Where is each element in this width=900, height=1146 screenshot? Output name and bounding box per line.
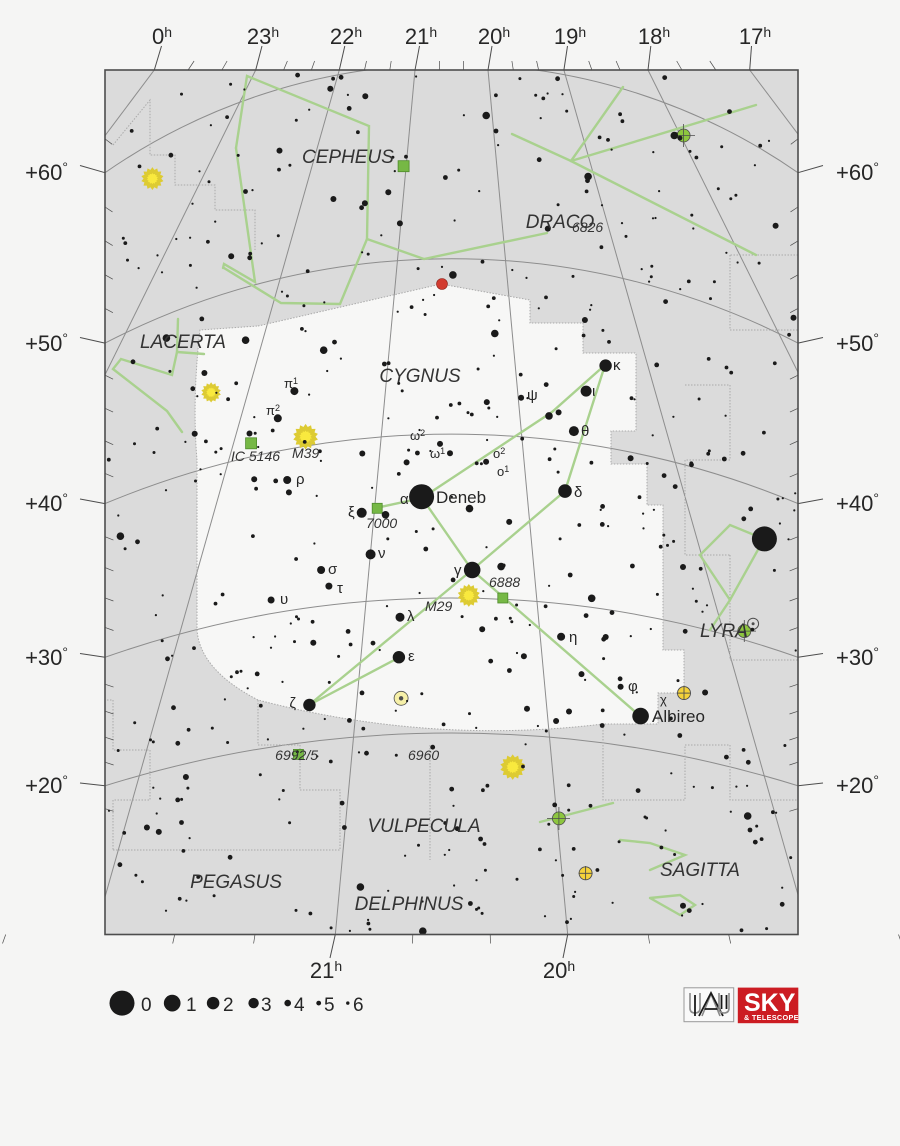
svg-text:5: 5 bbox=[324, 995, 335, 1016]
svg-text:23h: 23h bbox=[247, 24, 279, 49]
svg-text:DELPHINUS: DELPHINUS bbox=[355, 894, 464, 915]
svg-text:λ: λ bbox=[407, 608, 415, 625]
svg-text:6888: 6888 bbox=[489, 574, 520, 590]
svg-text:+30°: +30° bbox=[25, 644, 68, 670]
svg-text:+50°: +50° bbox=[836, 330, 879, 356]
svg-text:6992/5: 6992/5 bbox=[275, 747, 318, 763]
svg-text:κ: κ bbox=[613, 357, 621, 374]
svg-text:M29: M29 bbox=[425, 598, 452, 614]
svg-text:+60°: +60° bbox=[836, 159, 879, 185]
svg-text:+20°: +20° bbox=[25, 772, 68, 798]
svg-text:2: 2 bbox=[223, 995, 234, 1016]
svg-text:SAGITTA: SAGITTA bbox=[660, 860, 740, 881]
svg-text:η: η bbox=[569, 629, 577, 646]
svg-text:4: 4 bbox=[294, 995, 305, 1016]
svg-text:CYGNUS: CYGNUS bbox=[379, 366, 461, 387]
svg-text:19h: 19h bbox=[554, 24, 586, 49]
svg-text:τ: τ bbox=[337, 580, 343, 597]
svg-text:φ: φ bbox=[628, 678, 638, 695]
svg-text:21h: 21h bbox=[405, 24, 437, 49]
svg-text:Deneb: Deneb bbox=[436, 488, 486, 507]
svg-text:+40°: +40° bbox=[836, 490, 879, 516]
svg-text:0h: 0h bbox=[152, 24, 172, 49]
svg-text:IC 5146: IC 5146 bbox=[231, 448, 280, 464]
svg-text:6: 6 bbox=[353, 995, 364, 1016]
svg-text:+40°: +40° bbox=[25, 490, 68, 516]
svg-text:22h: 22h bbox=[330, 24, 362, 49]
svg-text:7000: 7000 bbox=[366, 515, 397, 531]
svg-text:Albireo: Albireo bbox=[652, 707, 705, 726]
svg-text:6826: 6826 bbox=[572, 219, 603, 235]
svg-text:ξ: ξ bbox=[348, 504, 355, 521]
svg-text:3: 3 bbox=[261, 995, 272, 1016]
svg-text:δ: δ bbox=[574, 484, 582, 501]
svg-text:CEPHEUS: CEPHEUS bbox=[302, 147, 394, 168]
svg-text:ν: ν bbox=[378, 545, 386, 562]
svg-text:PEGASUS: PEGASUS bbox=[190, 872, 282, 893]
svg-text:α: α bbox=[400, 491, 409, 508]
svg-text:μ: μ bbox=[68, 645, 76, 661]
svg-text:20h: 20h bbox=[478, 24, 510, 49]
svg-text:21h: 21h bbox=[310, 958, 342, 983]
svg-text:γ: γ bbox=[454, 562, 462, 579]
svg-text:17h: 17h bbox=[739, 24, 771, 49]
svg-text:σ: σ bbox=[328, 561, 338, 578]
svg-text:0: 0 bbox=[141, 995, 152, 1016]
svg-text:ρ: ρ bbox=[296, 471, 305, 488]
svg-text:20h: 20h bbox=[543, 958, 575, 983]
svg-text:+50°: +50° bbox=[25, 330, 68, 356]
svg-text:18h: 18h bbox=[638, 24, 670, 49]
svg-text:ψ: ψ bbox=[527, 387, 538, 404]
svg-text:LYRA: LYRA bbox=[700, 621, 748, 642]
svg-text:χ: χ bbox=[660, 692, 667, 707]
svg-text:ι: ι bbox=[592, 383, 595, 400]
svg-text:M39: M39 bbox=[292, 445, 319, 461]
svg-text:+60°: +60° bbox=[25, 159, 68, 185]
svg-text:VULPECULA: VULPECULA bbox=[368, 816, 481, 837]
svg-text:& TELESCOPE: & TELESCOPE bbox=[744, 1013, 799, 1022]
svg-text:LACERTA: LACERTA bbox=[140, 332, 226, 353]
svg-text:ζ: ζ bbox=[289, 695, 296, 712]
svg-text:1: 1 bbox=[186, 995, 197, 1016]
svg-text:υ: υ bbox=[280, 591, 288, 608]
svg-text:θ: θ bbox=[581, 423, 589, 440]
svg-text:6960: 6960 bbox=[408, 747, 439, 763]
svg-text:ε: ε bbox=[408, 648, 415, 665]
svg-text:+30°: +30° bbox=[836, 644, 879, 670]
svg-text:+20°: +20° bbox=[836, 772, 879, 798]
